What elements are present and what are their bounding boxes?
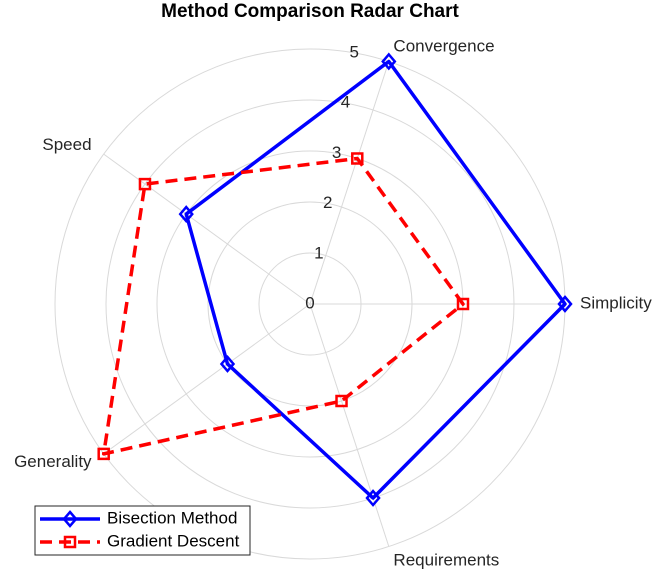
- category-label: Requirements: [393, 550, 499, 569]
- r-tick-label: 2: [323, 193, 332, 212]
- marker: [97, 447, 110, 461]
- r-tick-label: 4: [341, 93, 350, 112]
- marker: [335, 394, 348, 408]
- legend-marker: [63, 535, 77, 549]
- legend-label: Bisection Method: [107, 508, 237, 527]
- chart-title: Method Comparison Radar Chart: [161, 1, 459, 22]
- r-tick-label: 1: [314, 243, 323, 262]
- marker: [365, 489, 381, 507]
- marker: [138, 177, 152, 191]
- spoke: [309, 61, 390, 305]
- r-tick-label: 5: [350, 42, 359, 61]
- series-line: [184, 59, 567, 500]
- spoke: [309, 303, 390, 547]
- spoke: [103, 303, 311, 455]
- marker: [219, 355, 236, 373]
- marker: [456, 297, 470, 311]
- marker: [178, 205, 194, 223]
- legend-marker: [62, 510, 78, 528]
- legend-label: Gradient Descent: [107, 531, 240, 550]
- category-label: Convergence: [393, 37, 494, 56]
- category-label: Generality: [14, 452, 92, 471]
- spoke: [103, 153, 311, 305]
- r-tick-label: 0: [305, 293, 314, 312]
- series-line: [101, 156, 465, 456]
- marker: [381, 52, 397, 71]
- marker: [351, 152, 364, 165]
- category-label: Speed: [42, 135, 91, 154]
- marker: [557, 295, 573, 313]
- r-tick-label: 3: [332, 143, 341, 162]
- category-label: Simplicity: [580, 293, 652, 312]
